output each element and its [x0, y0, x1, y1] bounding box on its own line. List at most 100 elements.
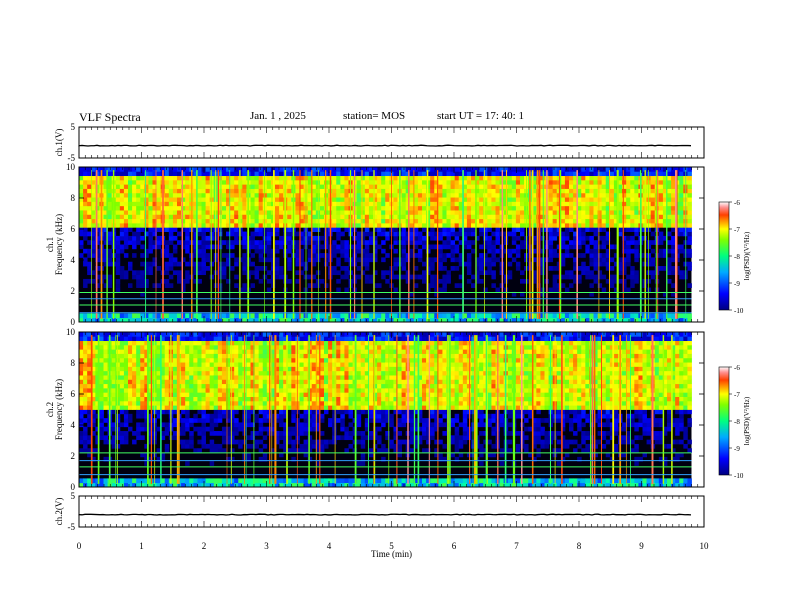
spectrogram-cell — [446, 222, 451, 228]
spectrogram-cell — [140, 422, 145, 428]
spectrogram-cell — [221, 370, 227, 376]
spectrogram-cell — [201, 396, 206, 402]
spectrogram-cell — [667, 188, 672, 194]
spectrogram-cell — [475, 214, 480, 220]
spectrogram-cell — [144, 456, 149, 462]
spectrogram-cell — [234, 439, 239, 445]
spectrogram-cell — [132, 214, 137, 220]
spectrogram-cell — [364, 210, 370, 215]
spectrogram-cell — [266, 375, 272, 380]
spectrogram-cell — [405, 218, 411, 224]
spectrogram-cell — [185, 317, 190, 323]
spectrogram-cell — [181, 379, 186, 385]
spectrogram-cell — [115, 317, 121, 323]
spectrogram-cell — [430, 278, 435, 284]
spectrogram-cell — [254, 197, 260, 202]
spectrogram-cell — [148, 353, 153, 359]
spectrogram-cell — [569, 188, 574, 194]
spectrogram-cell — [344, 201, 349, 207]
spectrogram-cell — [295, 257, 300, 263]
spectrogram-cell — [270, 362, 276, 367]
spectrogram-cell — [99, 405, 104, 410]
spectrogram-cell — [295, 175, 300, 181]
spectrogram-cell — [262, 210, 268, 215]
spectrogram-cell — [417, 317, 423, 323]
spectrogram-cell — [254, 383, 260, 389]
spectrogram-cell — [262, 179, 268, 185]
spectrogram-cell — [536, 179, 541, 185]
spectrogram-cell — [552, 201, 558, 207]
spectrogram-cell — [115, 336, 121, 342]
spectrogram-cell — [160, 482, 166, 488]
spectrogram-cell — [128, 357, 133, 363]
spectrogram-cell — [446, 184, 451, 189]
spectrogram-cell — [111, 370, 117, 376]
spectrogram-cell — [221, 336, 227, 342]
spectrogram-cell — [613, 197, 619, 202]
spectrogram-cell — [164, 197, 170, 202]
spectrogram-cell — [152, 482, 157, 488]
spectrogram-cell — [164, 370, 170, 376]
spectrogram-cell — [601, 179, 607, 185]
spectrogram-cell — [266, 270, 272, 276]
spectrogram-cell — [658, 253, 664, 258]
spectrogram-cell — [479, 266, 484, 271]
spectrogram-cell — [405, 240, 411, 245]
spectrogram-cell — [226, 387, 231, 393]
spectrogram-cell — [593, 197, 598, 202]
spectrogram-cell — [613, 205, 619, 211]
spectrogram-cell — [279, 210, 284, 215]
spectrogram-cell — [430, 261, 435, 267]
spectrogram-cell — [234, 235, 239, 241]
spectrogram-cell — [91, 392, 96, 397]
spectrogram-cell — [613, 171, 619, 177]
spectrogram-cell — [622, 222, 627, 228]
spectrogram-cell — [266, 396, 272, 402]
spectrogram-cell — [405, 201, 411, 207]
spectrogram-cell — [446, 167, 451, 172]
spectrogram-cell — [250, 379, 255, 385]
spectrogram-cell — [364, 184, 370, 189]
spectrogram-cell — [589, 227, 594, 232]
spectrogram-cell — [185, 422, 190, 428]
spectrogram-cell — [144, 383, 149, 389]
spectrogram-cell — [209, 201, 215, 207]
spectrogram-cell — [548, 235, 554, 241]
spectrogram-cell — [111, 362, 117, 367]
spectrogram-cell — [262, 274, 268, 280]
spectrogram-cell — [230, 266, 235, 271]
spectrogram-cell — [201, 222, 206, 228]
spectrogram-cell — [95, 235, 100, 241]
spectrogram-cell — [111, 482, 117, 488]
spectrogram-cell — [226, 171, 231, 177]
spectrogram-cell — [205, 443, 211, 449]
spectrogram-cell — [340, 214, 345, 220]
spectrogram-cell — [507, 274, 513, 280]
spectrogram-cell — [95, 188, 100, 194]
spectrogram-cell — [311, 227, 317, 232]
spectrogram-cell — [564, 231, 570, 237]
spectrogram-cell — [79, 336, 84, 342]
spectrogram-cell — [393, 197, 398, 202]
spectrogram-cell — [413, 253, 419, 258]
spectrogram-cell — [242, 205, 247, 211]
spectrogram-cell — [226, 392, 231, 397]
spectrogram-cell — [185, 201, 190, 207]
spectrogram-cell — [201, 392, 206, 397]
spectrogram-cell — [626, 188, 631, 194]
spectrogram-cell — [115, 422, 121, 428]
spectrogram-cell — [577, 184, 582, 189]
spectrogram-cell — [528, 317, 533, 323]
spectrogram-cell — [511, 317, 517, 323]
spectrogram-cell — [536, 210, 541, 215]
spectrogram-cell — [128, 353, 133, 359]
spectrogram-cell — [401, 261, 407, 267]
spectrogram-cell — [662, 210, 668, 215]
spectrogram-cell — [262, 362, 268, 367]
spectrogram-cell — [438, 179, 443, 185]
spectrogram-cell — [593, 205, 598, 211]
spectrogram-cell — [209, 383, 215, 389]
spectrogram-cell — [221, 171, 227, 177]
spectrogram-cell — [103, 175, 108, 181]
spectrogram-cell — [205, 340, 211, 346]
